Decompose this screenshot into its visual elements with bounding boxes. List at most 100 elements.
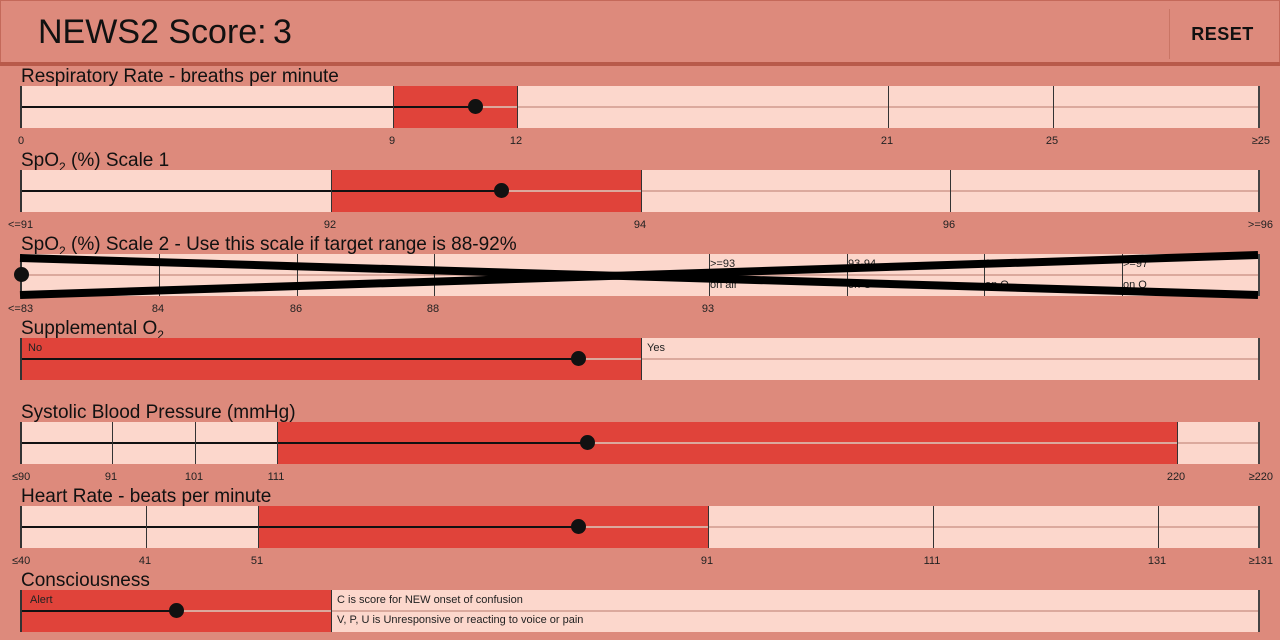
systolic-bp-label: Systolic Blood Pressure (mmHg) <box>21 402 296 423</box>
resp-tick: 0 <box>18 135 25 147</box>
hr-tick: ≤40 <box>12 555 31 567</box>
spo2-scale2-slider[interactable]: >=93 on air 93-94 on O 95-96 on O >=97 o… <box>14 254 1260 296</box>
app-header: NEWS2 Score: 3 RESET <box>0 0 1280 64</box>
sbp-slider-knob[interactable] <box>580 435 595 450</box>
spo2-1-fill-line <box>22 190 502 192</box>
score-title: NEWS2 Score: <box>38 13 267 51</box>
spo2-2-cell-text: on O <box>848 279 872 291</box>
hr-divider <box>933 506 934 548</box>
sbp-divider <box>1177 422 1178 464</box>
hr-tick: 51 <box>250 555 264 567</box>
sbp-tick: 111 <box>267 471 285 483</box>
resp-rate-label: Respiratory Rate - breaths per minute <box>21 66 339 87</box>
spo2-2-divider <box>159 254 160 296</box>
resp-divider <box>1053 86 1054 128</box>
resp-tick: 25 <box>1045 135 1059 147</box>
o2-option-yes: Yes <box>647 342 665 354</box>
spo2-scale2-label: SpO2 (%) Scale 2 - Use this scale if tar… <box>21 234 517 258</box>
cons-fill-line <box>22 610 177 612</box>
resp-tick: 9 <box>388 135 396 147</box>
spo2-2-cell-text: >=93 <box>710 258 736 270</box>
sbp-track-line <box>22 442 1258 444</box>
header-divider <box>0 62 1280 66</box>
hr-tick: 111 <box>923 555 941 567</box>
hr-tick: 91 <box>700 555 714 567</box>
spo2-2-cell-text: on air <box>710 279 738 291</box>
spo2-2-cell-text: on O <box>985 279 1009 291</box>
o2-track-line <box>22 358 1258 360</box>
hr-divider <box>708 506 709 548</box>
resp-tick: ≥25 <box>1251 135 1270 147</box>
spo2-2-divider <box>434 254 435 296</box>
hr-fill-line <box>22 526 579 528</box>
spo2-2-cell-text: >=97 <box>1123 258 1149 270</box>
spo2-2-cell-text: 93-94 <box>848 258 877 270</box>
o2-fill-line <box>22 358 579 360</box>
cons-option-alert: Alert <box>30 594 53 606</box>
hr-divider <box>258 506 259 548</box>
heart-rate-slider[interactable] <box>20 506 1260 548</box>
spo2-2-tick: 88 <box>426 303 440 315</box>
o2-option-no: No <box>28 342 43 354</box>
spo2-1-tick: 92 <box>323 219 337 231</box>
resp-track-line <box>22 106 1258 108</box>
supplemental-o2-slider[interactable]: No Yes <box>20 338 1260 380</box>
hr-tick: ≥131 <box>1248 555 1273 567</box>
reset-button[interactable]: RESET <box>1169 9 1275 59</box>
hr-divider <box>1158 506 1159 548</box>
spo2-2-track-line <box>22 274 1258 276</box>
cons-note-vpu: V, P, U is Unresponsive or reacting to v… <box>337 614 584 626</box>
consciousness-slider[interactable]: Alert C is score for NEW onset of confus… <box>20 590 1260 632</box>
spo2-2-cell-text: on O <box>1123 279 1147 291</box>
sbp-fill-line <box>22 442 588 444</box>
resp-divider <box>393 86 394 128</box>
resp-slider-knob[interactable] <box>468 99 483 114</box>
sbp-tick: 220 <box>1166 471 1186 483</box>
spo2-2-slider-knob[interactable] <box>14 267 29 282</box>
spo2-1-track-line <box>22 190 1258 192</box>
resp-divider <box>517 86 518 128</box>
resp-tick: 21 <box>880 135 894 147</box>
cons-note-confusion: C is score for NEW onset of confusion <box>337 594 523 606</box>
hr-tick: 41 <box>138 555 152 567</box>
heart-rate-label: Heart Rate - beats per minute <box>21 486 272 507</box>
spo2-1-tick: <=91 <box>8 219 34 231</box>
spo2-1-divider <box>950 170 951 212</box>
spo2-2-divider <box>297 254 298 296</box>
cons-divider <box>331 590 332 632</box>
hr-slider-knob[interactable] <box>571 519 586 534</box>
spo2-1-tick: >=96 <box>1247 219 1273 231</box>
spo2-2-cell-text: 95-96 <box>985 258 1014 270</box>
spo2-scale1-label: SpO2 (%) Scale 1 <box>21 150 170 174</box>
hr-tick: 131 <box>1147 555 1167 567</box>
sbp-tick: 91 <box>104 471 118 483</box>
consciousness-label: Consciousness <box>21 570 150 591</box>
cons-track-line <box>22 610 1258 612</box>
sbp-divider <box>277 422 278 464</box>
spo2-1-tick: 94 <box>633 219 647 231</box>
resp-divider <box>888 86 889 128</box>
hr-track-line <box>22 526 1258 528</box>
cons-slider-knob[interactable] <box>169 603 184 618</box>
sbp-divider <box>112 422 113 464</box>
resp-fill-line <box>22 106 476 108</box>
sbp-tick: ≥220 <box>1248 471 1273 483</box>
spo2-1-divider <box>641 170 642 212</box>
supplemental-o2-label: Supplemental O2 <box>21 318 164 342</box>
o2-slider-knob[interactable] <box>571 351 586 366</box>
spo2-1-slider-knob[interactable] <box>494 183 509 198</box>
spo2-2-tick: 93 <box>701 303 715 315</box>
o2-divider <box>641 338 642 380</box>
score-value: 3 <box>273 13 292 51</box>
spo2-2-tick: <=83 <box>8 303 34 315</box>
sbp-divider <box>195 422 196 464</box>
sbp-tick: ≤90 <box>12 471 31 483</box>
sbp-tick: 101 <box>184 471 204 483</box>
hr-divider <box>146 506 147 548</box>
spo2-2-tick: 84 <box>151 303 165 315</box>
spo2-2-tick: 86 <box>289 303 303 315</box>
systolic-bp-slider[interactable] <box>20 422 1260 464</box>
resp-tick: 12 <box>509 135 523 147</box>
resp-rate-slider[interactable] <box>20 86 1260 128</box>
spo2-scale1-slider[interactable] <box>20 170 1260 212</box>
